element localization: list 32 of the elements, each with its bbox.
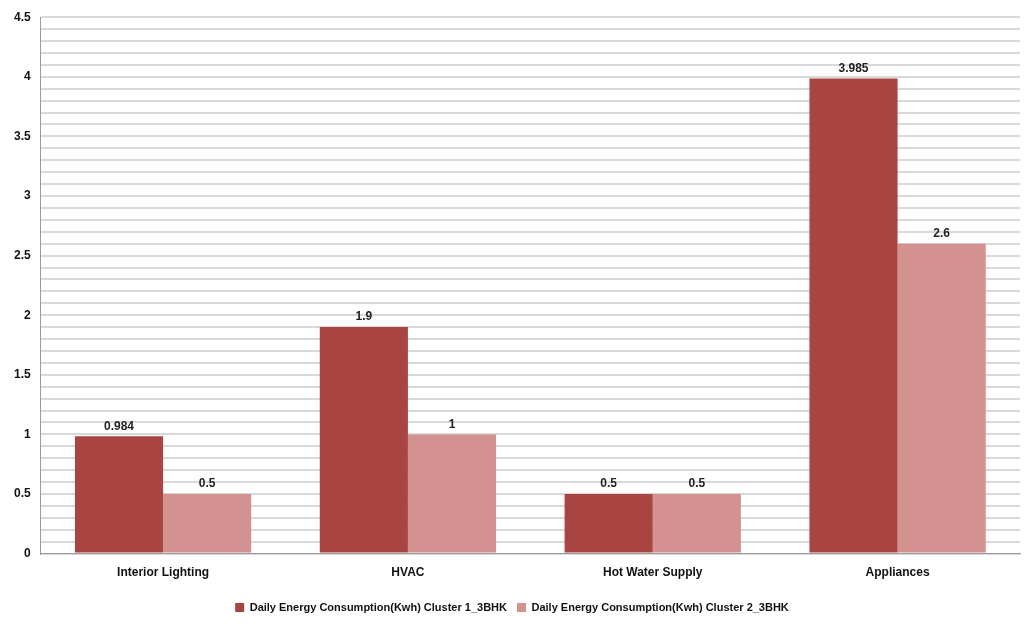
bar <box>897 243 986 553</box>
bar <box>74 436 164 553</box>
bar <box>319 327 408 553</box>
x-tick-label: Hot Water Supply <box>602 565 703 580</box>
legend-label: Daily Energy Consumption(Kwh) Cluster 1_3BHK <box>249 600 508 613</box>
bar <box>652 494 741 553</box>
x-tick-label: Appliances <box>865 565 930 580</box>
y-tick-label: 1 <box>23 426 31 441</box>
y-tick-label: 0 <box>23 545 31 560</box>
y-tick-label: 2 <box>23 307 31 322</box>
bar <box>407 434 497 553</box>
x-tick-label: HVAC <box>391 565 425 580</box>
legend-label: Daily Energy Consumption(Kwh) Cluster 2_3BHK <box>531 600 789 613</box>
y-tick-label: 3.5 <box>13 128 31 143</box>
y-tick-label: 4.5 <box>13 9 31 24</box>
bar <box>163 494 252 553</box>
data-label: 3.985 <box>838 60 869 75</box>
bar <box>809 78 898 553</box>
data-label: 0.5 <box>600 476 618 491</box>
y-tick-label: 3 <box>23 188 31 203</box>
x-tick-label: Interior Lighting <box>117 565 210 580</box>
data-label: 2.6 <box>933 225 951 240</box>
data-label: 0.5 <box>688 476 706 491</box>
data-label: 0.984 <box>104 418 135 433</box>
data-label: 1.9 <box>355 309 373 324</box>
y-tick-label: 1.5 <box>13 367 31 382</box>
y-tick-label: 2.5 <box>13 247 31 262</box>
data-label: 0.5 <box>198 476 216 491</box>
data-label: 1 <box>448 416 456 431</box>
bar <box>564 494 653 553</box>
y-tick-label: 0.5 <box>13 486 31 501</box>
y-tick-label: 4 <box>23 69 31 84</box>
